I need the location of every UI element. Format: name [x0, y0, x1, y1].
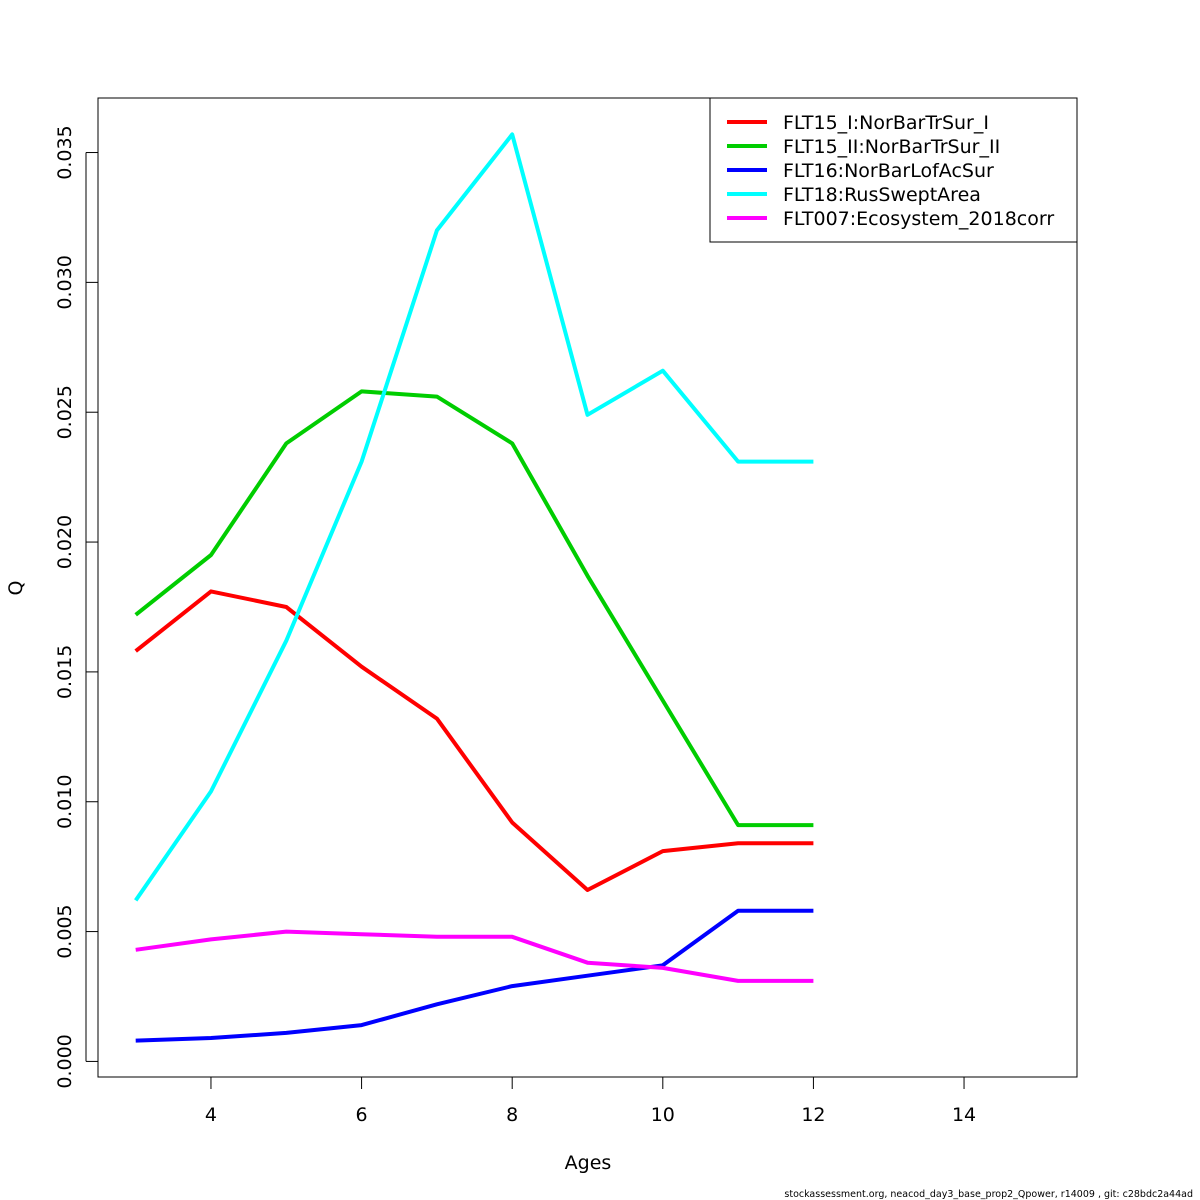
x-tick-label: 10	[651, 1104, 675, 1126]
x-tick-label: 14	[952, 1104, 976, 1126]
x-tick-label: 6	[356, 1104, 368, 1126]
legend-label: FLT16:NorBarLofAcSur	[783, 160, 994, 182]
series-line-2	[134, 389, 814, 828]
series-line-1	[134, 589, 814, 892]
footnote: stockassessment.org, neacod_day3_base_pr…	[784, 1189, 1193, 1200]
legend-label: FLT007:Ecosystem_2018corr	[783, 208, 1054, 230]
y-tick-label: 0.000	[54, 1034, 76, 1088]
legend: FLT15_I:NorBarTrSur_IFLT15_II:NorBarTrSu…	[709, 97, 1078, 243]
x-tick-label: 12	[801, 1104, 825, 1126]
y-tick-label: 0.035	[54, 125, 76, 179]
y-tick-label: 0.030	[54, 255, 76, 309]
legend-label: FLT15_II:NorBarTrSur_II	[783, 136, 1000, 158]
x-tick-label: 4	[205, 1104, 217, 1126]
legend-label: FLT15_I:NorBarTrSur_I	[783, 112, 989, 134]
series-lines	[134, 132, 814, 1043]
y-axis-title: Q	[5, 581, 27, 596]
y-tick-label: 0.005	[54, 904, 76, 958]
plot-area-frame	[97, 97, 1078, 1078]
x-axis-title: Ages	[565, 1152, 612, 1174]
series-line-4	[134, 132, 814, 902]
series-line-3	[135, 908, 814, 1043]
x-tick-label: 8	[506, 1104, 518, 1126]
series-line-5	[135, 929, 814, 983]
y-axis: 0.000 0.005 0.010 0.015 0.020 0.025 0.030 0.035	[54, 125, 98, 1089]
x-axis: 4 6 8 10 12 14	[135, 1076, 976, 1126]
y-tick-label: 0.025	[54, 385, 76, 439]
y-tick-label: 0.010	[54, 775, 76, 829]
y-tick-label: 0.015	[54, 645, 76, 699]
legend-label: FLT18:RusSweptArea	[783, 184, 981, 206]
legend-box	[709, 97, 1078, 243]
y-tick-label: 0.020	[54, 515, 76, 569]
